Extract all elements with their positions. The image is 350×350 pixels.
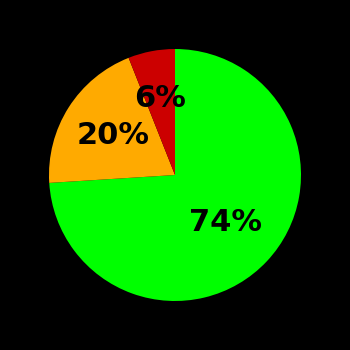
Wedge shape — [49, 58, 175, 183]
Wedge shape — [49, 49, 301, 301]
Text: 6%: 6% — [134, 84, 186, 113]
Text: 74%: 74% — [189, 208, 262, 237]
Text: 20%: 20% — [77, 121, 150, 150]
Wedge shape — [128, 49, 175, 175]
